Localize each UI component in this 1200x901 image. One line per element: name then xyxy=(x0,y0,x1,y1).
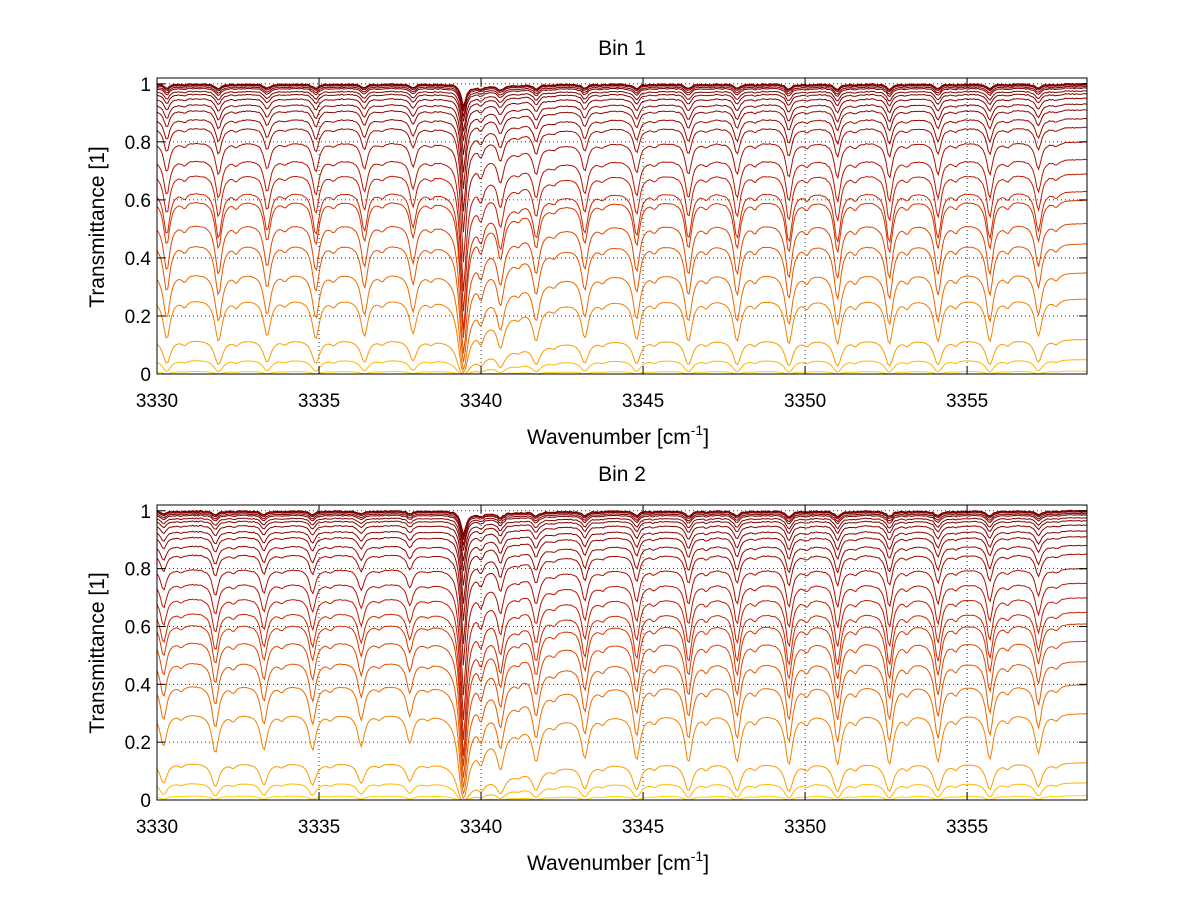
series-line xyxy=(156,158,1088,292)
series-line xyxy=(156,339,1087,375)
panel-bin-2: Bin 2 3330 3335 3340 3345 3350 3355 0 0.2 0.4 0.… xyxy=(86,463,1088,875)
series-line xyxy=(156,517,1088,562)
x-axis-label: Wavenumber [cm-1] xyxy=(527,422,709,449)
series-line xyxy=(156,568,1088,696)
series-line xyxy=(156,795,1087,801)
y-tick-label: 1 xyxy=(140,75,151,96)
x-tick-label: 3345 xyxy=(622,391,664,412)
series-line xyxy=(156,623,1088,767)
y-axis-label: Transmittance [1] xyxy=(86,572,109,733)
series-line xyxy=(156,530,1088,604)
series-line xyxy=(156,509,1088,537)
series-line xyxy=(156,103,1088,173)
series-line xyxy=(156,109,1088,189)
y-tick-label: 0.6 xyxy=(125,617,151,638)
series-line xyxy=(156,126,1088,233)
y-axis-label: Transmittance [1] xyxy=(86,146,109,307)
series-line xyxy=(156,82,1088,109)
axes-box xyxy=(156,77,1088,375)
x-tick-label: 3355 xyxy=(946,391,988,412)
series-group xyxy=(156,82,1088,375)
x-axis-label-superscript: -1 xyxy=(691,422,704,438)
x-tick-label: 3335 xyxy=(298,817,340,838)
x-tick-label: 3330 xyxy=(136,391,178,412)
y-axis: 0 0.2 0.4 0.6 0.8 1 xyxy=(125,75,1087,386)
series-line xyxy=(156,93,1088,142)
x-tick-label: 3340 xyxy=(460,391,502,412)
series-line xyxy=(156,359,1087,375)
y-tick-label: 0.2 xyxy=(125,307,151,328)
series-line xyxy=(156,510,1088,537)
grid xyxy=(157,505,1087,800)
series-line xyxy=(156,117,1088,212)
x-axis-label: Wavenumber [cm-1] xyxy=(527,848,709,875)
series-line xyxy=(156,85,1088,117)
y-tick-label: 0.4 xyxy=(125,675,152,696)
chart-title: Bin 2 xyxy=(598,463,646,486)
series-line xyxy=(156,544,1088,645)
y-tick-label: 0 xyxy=(140,791,151,812)
y-tick-label: 0.2 xyxy=(125,733,151,754)
y-tick-label: 1 xyxy=(140,502,151,523)
series-line xyxy=(156,243,1088,363)
series-line xyxy=(156,782,1087,801)
series-line xyxy=(156,141,1088,263)
series-line xyxy=(156,511,1088,541)
series-line xyxy=(156,222,1088,354)
x-axis-label-text: Wavenumber [cm xyxy=(527,426,691,449)
series-line xyxy=(156,199,1088,338)
x-tick-label: 3340 xyxy=(460,817,502,838)
chart-title: Bin 1 xyxy=(598,37,646,60)
series-line xyxy=(156,87,1088,122)
x-tick-label: 3345 xyxy=(622,817,664,838)
series-line xyxy=(156,514,1088,551)
series-line xyxy=(156,524,1088,586)
y-axis: 0 0.2 0.4 0.6 0.8 1 xyxy=(125,502,1087,812)
series-line xyxy=(156,512,1088,546)
series-line xyxy=(156,661,1088,788)
series-line xyxy=(156,520,1088,572)
x-tick-label: 3350 xyxy=(784,817,826,838)
x-axis: 3330 3335 3340 3345 3350 3355 xyxy=(136,78,988,412)
x-axis-label-end: ] xyxy=(703,426,709,449)
series-line xyxy=(156,536,1088,621)
y-tick-label: 0.4 xyxy=(125,249,152,270)
x-axis-label-superscript: -1 xyxy=(691,848,704,864)
series-line xyxy=(156,597,1088,741)
axes-box xyxy=(156,504,1088,801)
series-line xyxy=(156,272,1088,370)
series-line xyxy=(156,684,1088,795)
x-tick-label: 3350 xyxy=(784,391,826,412)
series-line xyxy=(156,582,1088,721)
series-line xyxy=(156,84,1088,112)
y-tick-label: 0 xyxy=(140,365,151,386)
x-tick-label: 3330 xyxy=(136,817,178,838)
series-line xyxy=(156,190,1088,331)
x-axis-label-text: Wavenumber [cm xyxy=(527,852,691,875)
y-tick-label: 0.8 xyxy=(125,133,151,154)
series-group xyxy=(156,509,1088,801)
series-line xyxy=(156,640,1088,779)
series-line xyxy=(156,83,1088,109)
series-line xyxy=(156,553,1088,666)
series-line xyxy=(156,173,1088,312)
y-tick-label: 0.8 xyxy=(125,560,151,581)
y-tick-label: 0.6 xyxy=(125,191,151,212)
series-line xyxy=(156,97,1088,155)
x-tick-label: 3355 xyxy=(946,817,988,838)
series-line xyxy=(156,762,1088,801)
series-line xyxy=(156,713,1088,800)
panel-bin-1: Bin 1 3330 3335 3340 3345 3350 3355 0 0.2 0.4 0.… xyxy=(86,37,1088,449)
series-line xyxy=(156,298,1088,374)
series-line xyxy=(156,370,1087,375)
x-tick-label: 3335 xyxy=(298,391,340,412)
series-line xyxy=(156,611,1088,756)
x-axis: 3330 3335 3340 3345 3350 3355 xyxy=(136,505,988,838)
series-line xyxy=(156,90,1088,132)
x-axis-label-end: ] xyxy=(703,852,709,875)
